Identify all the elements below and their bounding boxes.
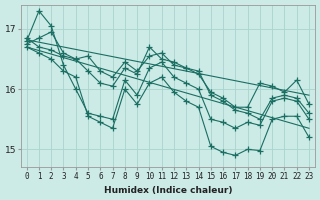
X-axis label: Humidex (Indice chaleur): Humidex (Indice chaleur): [104, 186, 232, 195]
